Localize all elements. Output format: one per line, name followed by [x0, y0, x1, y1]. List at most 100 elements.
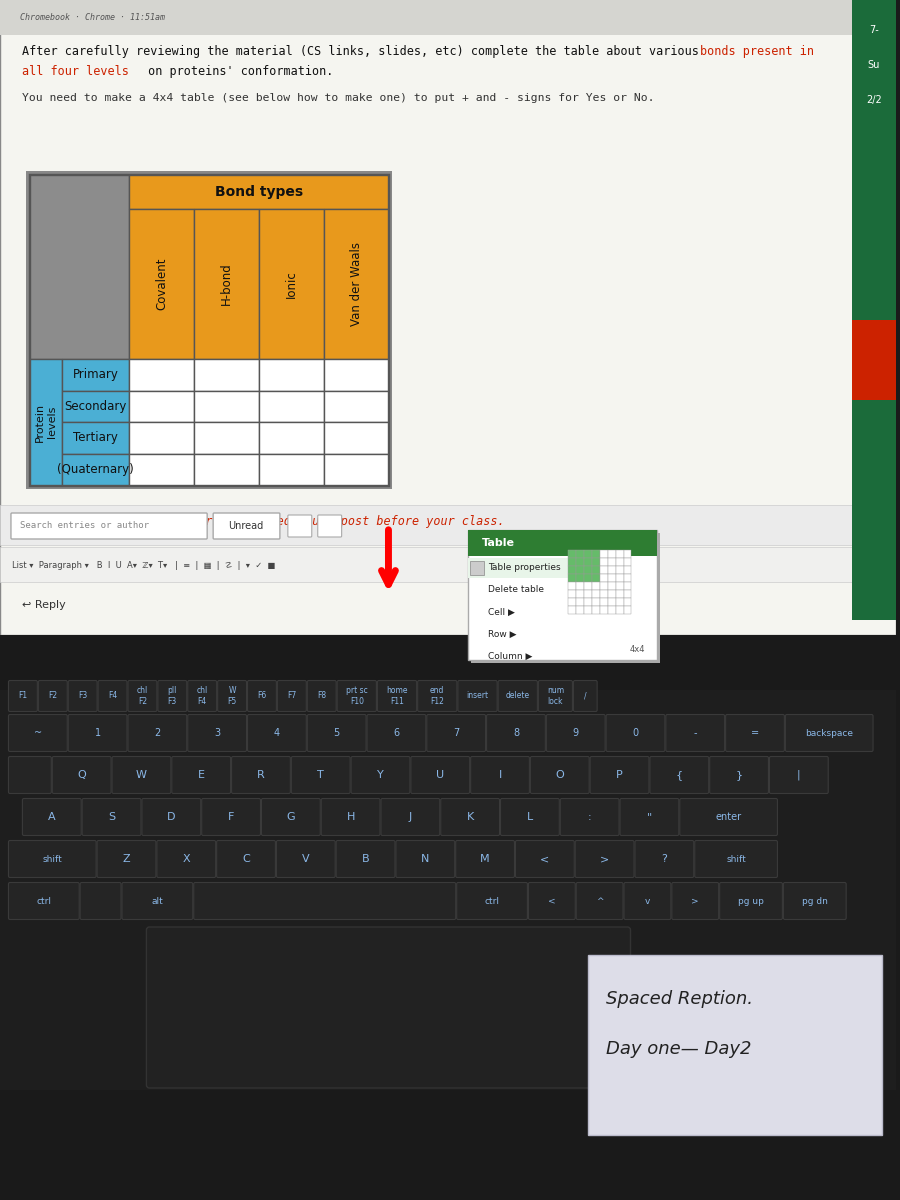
- Text: 4: 4: [274, 728, 280, 738]
- Text: 5: 5: [334, 728, 340, 738]
- FancyBboxPatch shape: [710, 756, 769, 793]
- FancyBboxPatch shape: [568, 550, 576, 558]
- Text: pg up: pg up: [738, 896, 764, 906]
- Text: ↩ Reply: ↩ Reply: [22, 600, 66, 610]
- Text: F7: F7: [287, 691, 296, 701]
- Text: 0: 0: [633, 728, 638, 738]
- Text: Chromebook · Chrome · 11:51am: Chromebook · Chrome · 11:51am: [20, 13, 165, 23]
- FancyBboxPatch shape: [455, 840, 515, 877]
- FancyBboxPatch shape: [568, 606, 576, 614]
- FancyBboxPatch shape: [213, 514, 280, 539]
- Text: end
F12: end F12: [430, 686, 445, 706]
- Text: pll
F3: pll F3: [167, 686, 177, 706]
- Text: prt sc
F10: prt sc F10: [346, 686, 368, 706]
- FancyBboxPatch shape: [599, 606, 608, 614]
- FancyBboxPatch shape: [142, 798, 201, 835]
- Text: |: |: [797, 769, 801, 780]
- FancyBboxPatch shape: [318, 515, 342, 538]
- FancyBboxPatch shape: [591, 582, 599, 590]
- Text: S: S: [108, 812, 115, 822]
- FancyBboxPatch shape: [616, 598, 624, 606]
- FancyBboxPatch shape: [591, 574, 599, 582]
- FancyBboxPatch shape: [624, 606, 632, 614]
- FancyBboxPatch shape: [576, 566, 584, 574]
- Text: 7-: 7-: [869, 25, 879, 35]
- Text: O: O: [555, 770, 564, 780]
- FancyBboxPatch shape: [573, 680, 597, 712]
- Text: Primary: Primary: [73, 368, 119, 382]
- FancyBboxPatch shape: [259, 359, 324, 390]
- FancyBboxPatch shape: [307, 714, 366, 751]
- FancyBboxPatch shape: [608, 566, 616, 574]
- Text: Day one— Day2: Day one— Day2: [606, 1040, 752, 1058]
- FancyBboxPatch shape: [194, 882, 455, 919]
- Text: alt: alt: [151, 896, 163, 906]
- FancyBboxPatch shape: [248, 714, 306, 751]
- Text: F1: F1: [18, 691, 28, 701]
- FancyBboxPatch shape: [68, 714, 127, 751]
- Text: After carefully reviewing the material (CS links, slides, etc) complete the tabl: After carefully reviewing the material (…: [22, 44, 706, 58]
- FancyBboxPatch shape: [770, 756, 828, 793]
- Text: /: /: [584, 691, 587, 701]
- FancyBboxPatch shape: [147, 926, 631, 1088]
- FancyBboxPatch shape: [616, 574, 624, 582]
- FancyBboxPatch shape: [130, 359, 194, 390]
- FancyBboxPatch shape: [568, 558, 576, 566]
- FancyBboxPatch shape: [851, 0, 896, 620]
- Text: Su: Su: [868, 60, 880, 70]
- FancyBboxPatch shape: [584, 598, 591, 606]
- FancyBboxPatch shape: [546, 714, 605, 751]
- FancyBboxPatch shape: [122, 882, 193, 919]
- FancyBboxPatch shape: [8, 714, 68, 751]
- FancyBboxPatch shape: [231, 756, 291, 793]
- FancyBboxPatch shape: [377, 680, 417, 712]
- FancyBboxPatch shape: [624, 882, 670, 919]
- Text: F: F: [228, 812, 234, 822]
- Text: H-bond: H-bond: [220, 263, 233, 305]
- Text: List ▾  Paragraph ▾   B  I  U  A▾  ℤ▾  T▾   |  ≡  |  ▦  |  ☡  |  ▾  ✓  ■: List ▾ Paragraph ▾ B I U A▾ ℤ▾ T▾ | ≡ | …: [12, 560, 275, 570]
- FancyBboxPatch shape: [458, 680, 497, 712]
- FancyBboxPatch shape: [616, 590, 624, 598]
- FancyBboxPatch shape: [786, 714, 873, 751]
- FancyBboxPatch shape: [468, 530, 657, 660]
- FancyBboxPatch shape: [606, 714, 665, 751]
- FancyBboxPatch shape: [599, 550, 608, 558]
- Text: Covalent: Covalent: [156, 258, 168, 311]
- FancyBboxPatch shape: [591, 558, 599, 566]
- FancyBboxPatch shape: [620, 798, 679, 835]
- FancyBboxPatch shape: [599, 558, 608, 566]
- FancyBboxPatch shape: [528, 882, 575, 919]
- Text: R: R: [257, 770, 265, 780]
- Text: delete: delete: [506, 691, 530, 701]
- Text: :: :: [588, 812, 591, 822]
- Text: >: >: [691, 896, 699, 906]
- FancyBboxPatch shape: [0, 505, 896, 545]
- Text: Task:: Task:: [22, 515, 65, 528]
- FancyBboxPatch shape: [456, 882, 527, 919]
- FancyBboxPatch shape: [650, 756, 708, 793]
- Text: Unread: Unread: [229, 521, 264, 530]
- Text: W: W: [136, 770, 147, 780]
- Text: Z: Z: [122, 854, 130, 864]
- Text: ctrl: ctrl: [484, 896, 500, 906]
- FancyBboxPatch shape: [30, 359, 62, 485]
- Text: ctrl: ctrl: [36, 896, 51, 906]
- FancyBboxPatch shape: [608, 550, 616, 558]
- FancyBboxPatch shape: [277, 680, 306, 712]
- FancyBboxPatch shape: [262, 798, 320, 835]
- Text: shift: shift: [42, 854, 62, 864]
- FancyBboxPatch shape: [172, 756, 230, 793]
- FancyBboxPatch shape: [8, 840, 96, 877]
- FancyBboxPatch shape: [427, 714, 486, 751]
- FancyBboxPatch shape: [0, 0, 896, 35]
- FancyBboxPatch shape: [568, 574, 576, 582]
- Text: E: E: [198, 770, 204, 780]
- FancyBboxPatch shape: [217, 840, 275, 877]
- FancyBboxPatch shape: [576, 606, 584, 614]
- FancyBboxPatch shape: [576, 590, 584, 598]
- FancyBboxPatch shape: [62, 359, 130, 390]
- FancyBboxPatch shape: [616, 582, 624, 590]
- Text: home
F11: home F11: [386, 686, 408, 706]
- Text: ^: ^: [596, 896, 603, 906]
- FancyBboxPatch shape: [468, 530, 657, 556]
